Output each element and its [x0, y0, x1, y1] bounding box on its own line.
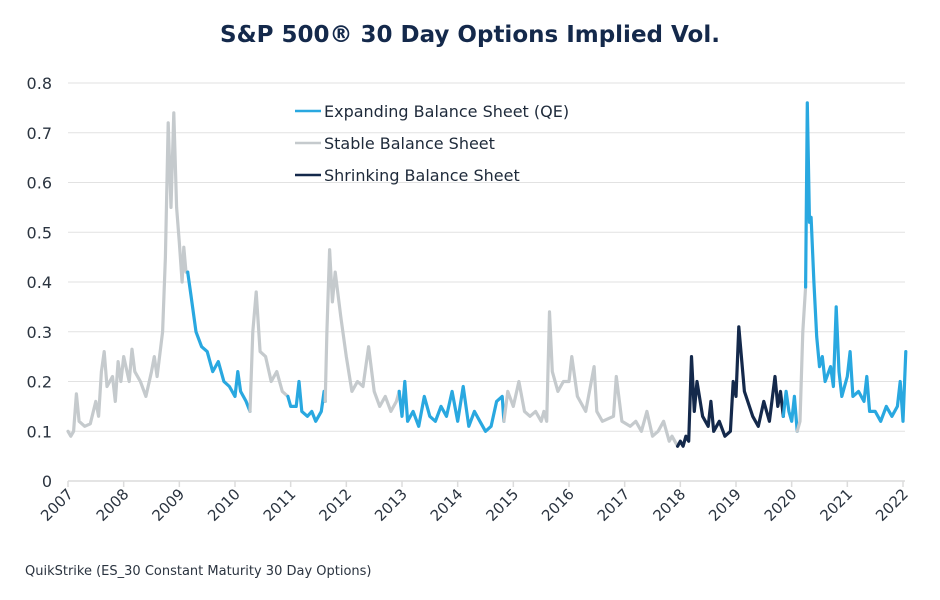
series-line-expanding — [781, 389, 799, 433]
x-tick-label: 2019 — [705, 485, 745, 525]
y-tick-label: 0.4 — [27, 273, 52, 292]
y-tick-label: 0.7 — [27, 124, 52, 143]
series-line-stable — [502, 310, 680, 448]
y-tick-label: 0 — [42, 472, 52, 491]
x-tick-label: 2012 — [315, 485, 355, 525]
series-lines — [66, 101, 908, 448]
legend: Expanding Balance Sheet (QE) Stable Balan… — [295, 102, 569, 185]
y-tick-label: 0.8 — [27, 74, 52, 93]
x-tick-label: 2009 — [148, 485, 188, 525]
source-note: QuikStrike (ES_30 Constant Maturity 30 D… — [25, 564, 372, 579]
x-tick-label: 2014 — [427, 485, 467, 525]
x-tick-label: 2008 — [93, 485, 133, 525]
x-tick-label: 2013 — [371, 485, 411, 525]
series-line-expanding — [397, 379, 506, 433]
legend-label-stable: Stable Balance Sheet — [324, 134, 495, 153]
x-tick-label: 2021 — [816, 485, 856, 525]
chart-title: S&P 500® 30 Day Options Implied Vol. — [220, 22, 720, 48]
series-line-expanding — [804, 101, 908, 423]
x-tick-label: 2017 — [594, 485, 634, 525]
y-tick-label: 0.5 — [27, 223, 52, 242]
series-line-stable — [248, 290, 290, 413]
x-tick-label: 2010 — [204, 485, 244, 525]
series-line-expanding — [286, 379, 327, 423]
series-line-expanding — [186, 270, 252, 413]
y-tick-label: 0.6 — [27, 174, 52, 193]
series-line-stable — [323, 248, 401, 413]
series-line-shrinking — [676, 325, 785, 448]
series-line-stable — [795, 285, 808, 433]
y-tick-label: 0.1 — [27, 422, 52, 441]
y-axis-ticks: 0 0.1 0.2 0.3 0.4 0.5 0.6 0.7 0.8 — [27, 74, 52, 491]
x-tick-label: 2015 — [482, 485, 522, 525]
x-tick-label: 2011 — [260, 485, 300, 525]
series-line-stable — [66, 111, 190, 438]
legend-label-shrinking: Shrinking Balance Sheet — [324, 166, 520, 185]
x-tick-label: 2007 — [37, 485, 77, 525]
x-tick-label: 2020 — [761, 485, 801, 525]
x-tick-label: 2016 — [538, 485, 578, 525]
x-axis-ticks: 2007 2008 2009 2010 2011 2012 2013 2014 2015 2016… — [37, 481, 912, 525]
x-tick-label: 2022 — [872, 485, 912, 525]
x-tick-label: 2018 — [649, 485, 689, 525]
y-tick-label: 0.2 — [27, 373, 52, 392]
legend-label-expanding: Expanding Balance Sheet (QE) — [324, 102, 569, 121]
y-tick-label: 0.3 — [27, 323, 52, 342]
